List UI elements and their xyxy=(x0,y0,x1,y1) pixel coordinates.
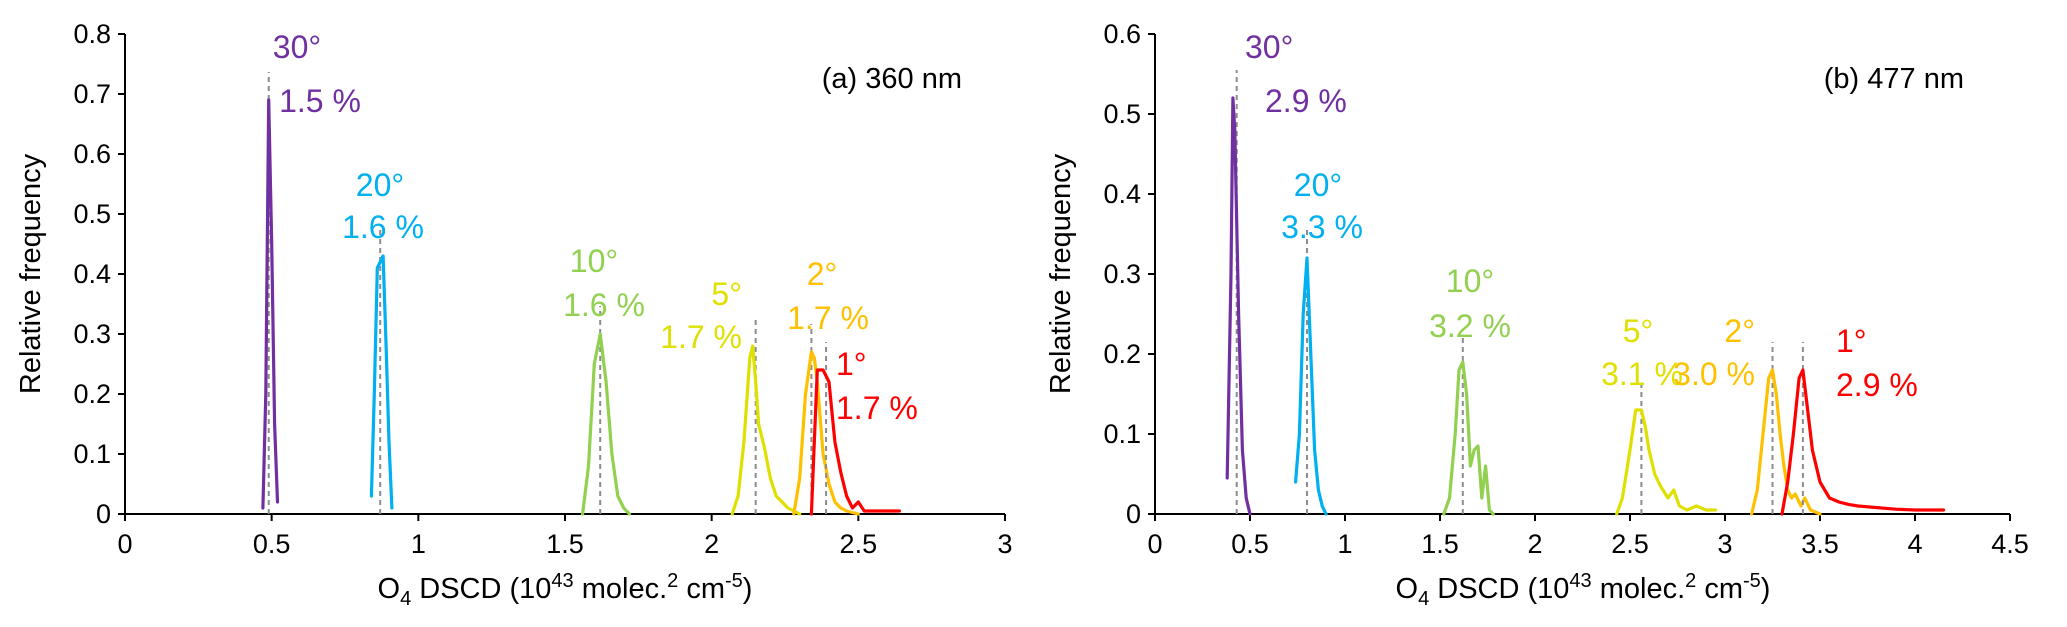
peak-percent-label: 1.6 % xyxy=(342,209,424,245)
x-tick-label: 4.5 xyxy=(1991,529,2029,559)
x-tick-label: 1.5 xyxy=(546,529,584,559)
y-tick-label: 0.5 xyxy=(1103,99,1141,129)
y-axis-label: Relative frequency xyxy=(15,153,47,394)
peak-percent-label: 1.6 % xyxy=(563,287,645,323)
y-tick-label: 0.6 xyxy=(1103,19,1141,49)
series-line xyxy=(1442,360,1495,516)
x-tick-label: 4 xyxy=(1907,529,1922,559)
series-line xyxy=(261,98,280,510)
chart-panel-b: 0 0.1 0.2 0.3 0.4 0.5 0.6 0 0.5 1 1.5 2 2.5 3 3.5 4 4.5 R… xyxy=(1045,19,2029,610)
panel-title: (b) 477 nm xyxy=(1824,63,1964,95)
x-tick-label: 2 xyxy=(1527,529,1542,559)
x-tick-label: 1 xyxy=(1337,529,1352,559)
y-tick-label: 0.6 xyxy=(73,139,111,169)
peak-percent-label: 3.3 % xyxy=(1281,209,1363,245)
peak-angle-label: 30° xyxy=(273,29,321,65)
peak-percent-label: 1.7 % xyxy=(787,300,869,336)
series-line xyxy=(581,332,632,516)
y-axis-label: Relative frequency xyxy=(1045,153,1077,394)
series-line xyxy=(1615,408,1718,516)
peak-angle-label: 20° xyxy=(1294,167,1342,203)
series-line xyxy=(369,254,394,510)
series-line xyxy=(809,368,901,516)
x-tick-label: 0.5 xyxy=(253,529,291,559)
peak-angle-label: 10° xyxy=(570,243,618,279)
peak-angle-label: 10° xyxy=(1446,263,1494,299)
panel-title: (a) 360 nm xyxy=(822,63,962,95)
y-tick-label: 0.5 xyxy=(73,199,111,229)
peak-angle-label: 5° xyxy=(1623,313,1654,349)
series-line xyxy=(1225,96,1252,516)
series-line xyxy=(1294,256,1328,516)
y-tick-label: 0.1 xyxy=(73,439,111,469)
x-tick-label: 1.5 xyxy=(1421,529,1459,559)
x-axis-label: O4 DSCD (1043 molec.2 cm-5) xyxy=(378,570,753,610)
y-tick-label: 0.7 xyxy=(73,79,111,109)
peak-percent-label: 1.7 % xyxy=(660,319,742,355)
peak-percent-label: 3.0 % xyxy=(1673,356,1755,392)
peak-percent-label: 3.2 % xyxy=(1429,308,1511,344)
peak-percent-label: 2.9 % xyxy=(1836,367,1918,403)
peak-angle-label: 5° xyxy=(711,276,742,312)
peak-angle-label: 2° xyxy=(807,256,838,292)
series-line xyxy=(792,350,860,516)
peak-angle-label: 2° xyxy=(1724,313,1755,349)
x-tick-label: 3 xyxy=(1717,529,1732,559)
x-tick-label: 2.5 xyxy=(1611,529,1649,559)
x-tick-label: 2.5 xyxy=(840,529,878,559)
peak-angle-label: 30° xyxy=(1245,29,1293,65)
y-tick-label: 0.4 xyxy=(73,259,111,289)
x-tick-label: 2 xyxy=(704,529,719,559)
peak-angle-label: 1° xyxy=(1836,323,1867,359)
peak-angle-label: 1° xyxy=(836,346,867,382)
y-tick-label: 0.4 xyxy=(1103,179,1141,209)
y-tick-label: 0.8 xyxy=(73,19,111,49)
peak-percent-label: 3.1 % xyxy=(1601,356,1683,392)
peak-percent-label: 1.5 % xyxy=(279,83,361,119)
y-tick-label: 0.3 xyxy=(1103,259,1141,289)
series-line xyxy=(1780,368,1946,516)
peak-percent-label: 2.9 % xyxy=(1265,83,1347,119)
x-axis-label: O4 DSCD (1043 molec.2 cm-5) xyxy=(1396,570,1771,610)
x-tick-label: 0 xyxy=(1147,529,1162,559)
chart-panel-a: 0 0.1 0.2 0.3 0.4 0.5 0.6 0.7 0.8 0 0.5 1 1.5 2 2.5 3 Re… xyxy=(15,19,1013,610)
y-tick-label: 0.2 xyxy=(73,379,111,409)
peak-angle-label: 20° xyxy=(356,167,404,203)
y-tick-label: 0 xyxy=(96,499,111,529)
y-tick-label: 0.1 xyxy=(1103,419,1141,449)
series-line xyxy=(730,344,802,516)
y-tick-label: 0.2 xyxy=(1103,339,1141,369)
peak-percent-label: 1.7 % xyxy=(836,390,918,426)
x-tick-label: 0 xyxy=(117,529,132,559)
x-tick-label: 3 xyxy=(997,529,1012,559)
x-tick-label: 0.5 xyxy=(1231,529,1269,559)
y-tick-label: 0.3 xyxy=(73,319,111,349)
y-tick-label: 0 xyxy=(1126,499,1141,529)
x-tick-label: 3.5 xyxy=(1801,529,1839,559)
x-tick-label: 1 xyxy=(411,529,426,559)
